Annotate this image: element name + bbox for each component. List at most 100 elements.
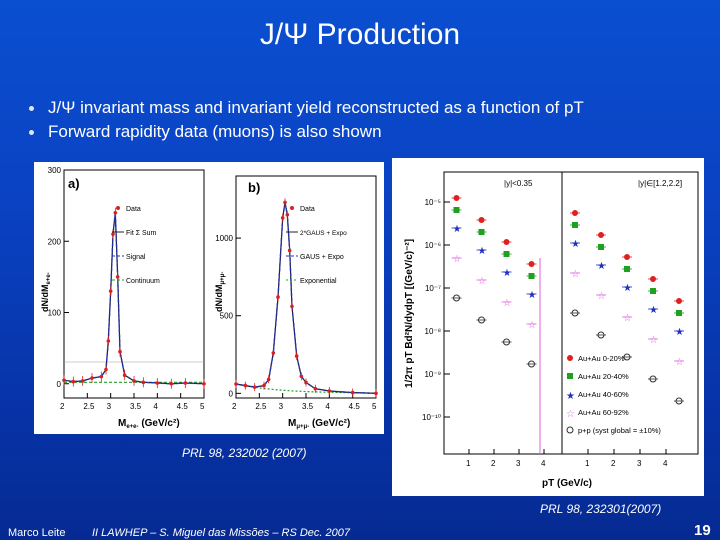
y-tick-label: 10⁻⁵ xyxy=(425,198,441,207)
y-tick-label: 0 xyxy=(57,380,62,389)
data-point xyxy=(453,294,460,302)
yield-panel-mid-frame xyxy=(443,171,563,455)
yield-panel-fwd-label: |y|∈[1.2,2.2] xyxy=(638,179,682,188)
data-point xyxy=(676,298,682,304)
data-point xyxy=(503,251,510,257)
legend-marker: ☆ xyxy=(566,409,575,420)
data-point xyxy=(650,288,656,294)
x-tick-label: 4 xyxy=(325,402,330,411)
data-point xyxy=(155,381,160,385)
data-point xyxy=(572,222,578,228)
y-tick-label: 1000 xyxy=(215,234,233,243)
x-tick-label: 3 xyxy=(279,402,284,411)
x-tick-label: 3.5 xyxy=(302,402,314,411)
x-tick-label: 2 xyxy=(491,459,496,468)
yield-panel-fwd-frame xyxy=(561,171,699,455)
data-point: ★ xyxy=(623,283,632,294)
data-point xyxy=(350,390,355,395)
y-tick-label: 0 xyxy=(229,389,234,398)
y-tick-label: 10⁻⁸ xyxy=(425,327,442,336)
x-tick-label: 4.5 xyxy=(349,402,361,411)
data-point xyxy=(650,276,656,282)
x-tick-label: 2.5 xyxy=(83,402,95,411)
data-point xyxy=(252,385,257,389)
data-point: ★ xyxy=(675,327,684,338)
data-point xyxy=(271,351,276,355)
x-tick-label: 4 xyxy=(541,459,546,468)
data-point xyxy=(598,244,604,250)
data-point: ☆ xyxy=(528,320,537,331)
data-point xyxy=(571,309,579,317)
invariant-yield-figure: |y|<0.35 |y|∈[1.2,2.2] 10⁻⁵ 10⁻⁶ 10⁻⁷ 10⁻⁸ 1… xyxy=(392,158,704,496)
x-tick-label: 2 xyxy=(611,459,616,468)
legend-label: Au+Au 60-92% xyxy=(578,408,629,417)
invariant-yield-svg: |y|<0.35 |y|∈[1.2,2.2] 10⁻⁵ 10⁻⁶ 10⁻⁷ 10⁻⁸ 1… xyxy=(404,171,699,489)
panel-b-label: b) xyxy=(248,180,260,195)
data-point xyxy=(141,380,146,385)
data-point xyxy=(280,216,285,220)
data-point xyxy=(122,373,127,377)
legend-marker xyxy=(567,373,573,379)
data-point xyxy=(80,379,85,383)
bullet-item: J/Ψ invariant mass and invariant yield r… xyxy=(28,96,584,120)
data-point xyxy=(478,217,485,223)
x-tick-label: 2 xyxy=(60,402,65,411)
legend-label: Signal xyxy=(126,254,146,261)
x-tick-label: 3 xyxy=(107,402,112,411)
x-tick-label: 2 xyxy=(232,402,237,411)
x-tick-label: 3 xyxy=(516,459,521,468)
data-point xyxy=(299,374,304,379)
data-point xyxy=(115,275,120,279)
data-point: ★ xyxy=(571,239,580,250)
data-point xyxy=(262,383,266,388)
yield-ylabel: 1/2π pT Bd²N/dydpT [(GeV/c)⁻²] xyxy=(404,239,415,388)
x-tick-label: 5 xyxy=(372,402,377,411)
data-point xyxy=(478,316,485,324)
legend-label: Au+Au 0-20% xyxy=(578,354,625,363)
x-tick-label: 3.5 xyxy=(130,402,142,411)
data-point: ★ xyxy=(453,224,462,235)
slide-title: J/Ψ Production xyxy=(259,18,461,51)
data-point xyxy=(132,379,136,383)
data-point xyxy=(453,207,460,213)
data-point xyxy=(183,381,188,385)
data-point xyxy=(169,381,174,386)
yield-panel-mid-label: |y|<0.35 xyxy=(504,179,533,188)
data-point xyxy=(106,339,111,343)
x-tick-label: 4 xyxy=(663,459,668,468)
legend-label: 2*GAUS + Expo xyxy=(300,230,347,237)
invariant-mass-figure: a) 300 200 100 0 2 2.5 3 3.5 4 4.5 5 Data Fit Σ S… xyxy=(34,162,384,434)
panel-a-signal-curve xyxy=(63,212,205,385)
legend-label: Exponential xyxy=(300,278,337,285)
y-tick-label: 500 xyxy=(220,312,234,321)
data-point: ☆ xyxy=(453,254,462,265)
x-tick-label: 3 xyxy=(637,459,642,468)
data-point xyxy=(503,338,510,346)
x-tick-label: 5 xyxy=(200,402,205,411)
data-point xyxy=(572,210,578,216)
bullet-list: J/Ψ invariant mass and invariant yield r… xyxy=(28,96,584,144)
data-point: ☆ xyxy=(649,335,658,346)
data-point xyxy=(276,295,280,299)
panel-a-xlabel: Me+e- (GeV/c²) xyxy=(118,418,180,430)
data-point xyxy=(649,375,657,383)
footer-conference: II LAWHEP – S. Miguel das Missões – RS D… xyxy=(92,527,351,539)
yield-legend: Au+Au 0-20% Au+Au 20-40% ★ Au+Au 40-60% … xyxy=(566,354,661,435)
y-tick-label: 200 xyxy=(48,237,62,246)
legend-marker xyxy=(290,206,294,210)
data-point xyxy=(528,360,535,368)
data-point xyxy=(108,289,113,293)
legend-label: p+p (syst global = ±10%) xyxy=(578,426,661,435)
panel-b-xlabel: Mμ+μ- (GeV/c²) xyxy=(288,418,350,430)
data-point xyxy=(287,248,292,253)
y-tick-label: 300 xyxy=(48,166,62,175)
y-tick-label: 100 xyxy=(48,309,62,318)
data-point xyxy=(597,331,605,339)
data-point xyxy=(623,353,631,361)
data-point xyxy=(675,397,683,405)
legend-label: Data xyxy=(126,206,141,213)
data-point: ★ xyxy=(503,268,512,279)
data-point xyxy=(676,310,682,316)
data-point xyxy=(243,383,248,388)
data-point xyxy=(99,374,104,379)
